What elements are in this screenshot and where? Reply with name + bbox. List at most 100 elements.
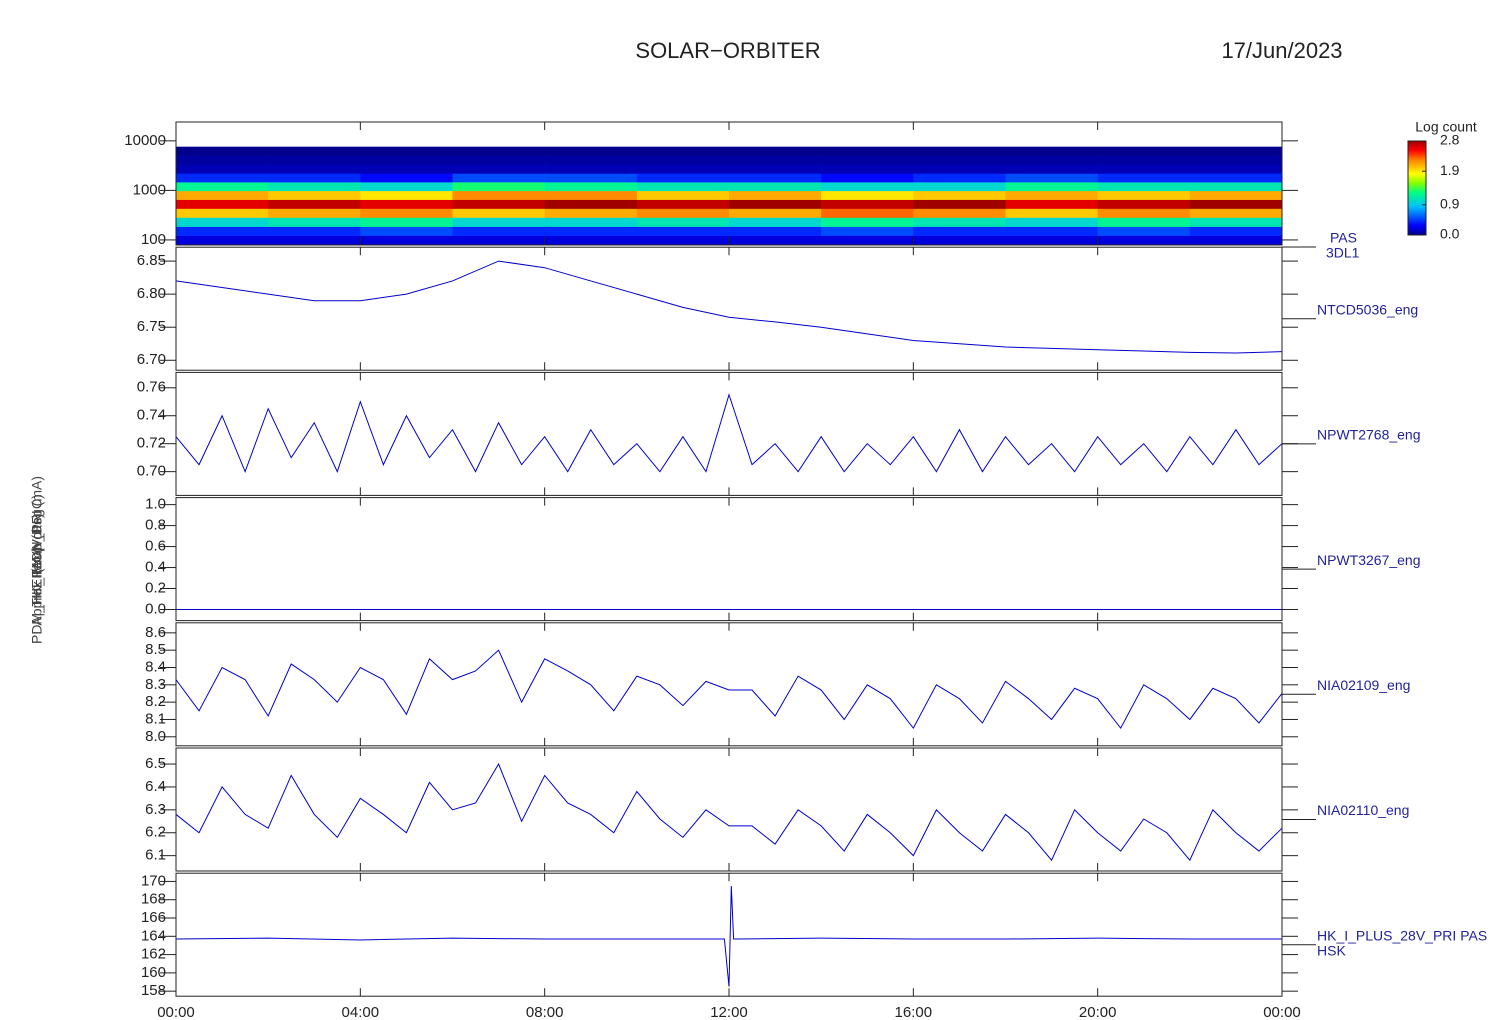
heat-cell xyxy=(268,217,361,227)
plot-frame xyxy=(175,622,1283,747)
series-label: NIA02110_eng xyxy=(1317,802,1409,818)
heat-cell xyxy=(913,199,1006,209)
heat-cell xyxy=(268,173,361,183)
heat-cell xyxy=(360,182,453,192)
heat-cell xyxy=(1189,226,1283,236)
heat-cell xyxy=(729,182,822,192)
heat-cell xyxy=(636,199,730,209)
heat-cell xyxy=(176,155,269,165)
heat-cell xyxy=(1189,199,1283,209)
series-line xyxy=(175,885,1282,987)
heat-cell xyxy=(544,235,638,245)
heat-cell xyxy=(452,217,545,227)
heat-cell xyxy=(729,155,822,165)
heat-cell xyxy=(176,182,269,192)
y-tick-label: 6.85 xyxy=(137,252,166,269)
heat-cell xyxy=(729,226,822,236)
y-tick-label: 0.76 xyxy=(137,379,166,396)
heat-cell xyxy=(452,226,545,236)
y-tick-label: 1.0 xyxy=(145,496,166,513)
heat-cell xyxy=(1005,182,1098,192)
heat-cell xyxy=(268,164,361,174)
heat-cell xyxy=(452,146,545,156)
heat-cell xyxy=(544,199,638,209)
y-tick-label: 6.3 xyxy=(145,801,166,818)
heat-cell xyxy=(729,208,822,218)
heat-cell xyxy=(360,146,453,156)
y-axis-title: THERM (Volts) xyxy=(29,513,45,606)
heat-cell xyxy=(544,164,638,174)
heat-cell xyxy=(1097,208,1191,218)
heat-cell xyxy=(452,199,545,209)
heat-cell xyxy=(452,208,545,218)
y-tick-label: 6.5 xyxy=(145,755,166,772)
heat-cell xyxy=(1005,146,1098,156)
heat-cell xyxy=(636,235,730,245)
heat-cell xyxy=(821,190,914,200)
heat-cell xyxy=(1005,235,1098,245)
heat-cell xyxy=(821,217,914,227)
heat-cell xyxy=(913,217,1006,227)
heat-cell xyxy=(1005,208,1098,218)
heat-cell xyxy=(913,190,1006,200)
heat-cell xyxy=(821,208,914,218)
heat-cell xyxy=(1005,199,1098,209)
heat-cell xyxy=(1005,155,1098,165)
heat-cell xyxy=(729,199,822,209)
heat-cell xyxy=(360,217,453,227)
heat-cell xyxy=(176,173,269,183)
heat-cell xyxy=(268,146,361,156)
series-line xyxy=(175,649,1283,730)
heat-cell xyxy=(360,155,453,165)
y-tick-label: 160 xyxy=(141,964,166,981)
heat-cell xyxy=(913,173,1006,183)
heat-cell xyxy=(636,226,730,236)
y-tick-label: 1000 xyxy=(133,181,166,198)
colorbar-tick-label: 2.8 xyxy=(1440,132,1460,148)
y-tick-label: 0.70 xyxy=(137,463,166,480)
y-tick-label: 100 xyxy=(141,231,166,248)
series-label: HSK xyxy=(1317,942,1346,958)
panel xyxy=(175,649,1283,730)
heat-cell xyxy=(729,173,822,183)
heat-cell xyxy=(452,190,545,200)
y-tick-label: 168 xyxy=(141,891,166,908)
heat-cell xyxy=(1097,182,1191,192)
y-axis-title: Approx Temp (DegC) xyxy=(29,494,45,625)
heat-cell xyxy=(1097,146,1191,156)
heat-cell xyxy=(176,217,269,227)
heat-cell xyxy=(360,173,453,183)
y-tick-label: 162 xyxy=(141,946,166,963)
panel xyxy=(176,146,1283,245)
heat-cell xyxy=(452,173,545,183)
y-tick-label: 8.5 xyxy=(145,641,166,658)
heat-cell xyxy=(176,235,269,245)
heat-cell xyxy=(544,208,638,218)
heat-cell xyxy=(452,182,545,192)
y-tick-label: 166 xyxy=(141,909,166,926)
heat-cell xyxy=(636,182,730,192)
colorbar-title: Log count xyxy=(1415,119,1477,135)
heat-cell xyxy=(913,182,1006,192)
series-label: NPWT3267_eng xyxy=(1317,552,1421,568)
heat-cell xyxy=(360,199,453,209)
heat-cell xyxy=(544,226,638,236)
series-label: NTCD5036_eng xyxy=(1317,301,1418,317)
y-tick-label: 8.1 xyxy=(145,710,166,727)
y-tick-label: 6.2 xyxy=(145,824,166,841)
series-line xyxy=(175,260,1283,354)
x-tick-label: 00:00 xyxy=(1263,1004,1301,1020)
heat-cell xyxy=(1097,199,1191,209)
heat-cell xyxy=(360,190,453,200)
heat-cell xyxy=(268,155,361,165)
y-tick-label: 8.6 xyxy=(145,624,166,641)
heat-cell xyxy=(821,199,914,209)
x-tick-label: 00:00 xyxy=(157,1004,195,1020)
heat-cell xyxy=(360,226,453,236)
heat-cell xyxy=(1189,235,1283,245)
heat-cell xyxy=(268,190,361,200)
heat-cell xyxy=(729,235,822,245)
heat-cell xyxy=(176,190,269,200)
heat-cell xyxy=(452,155,545,165)
heat-cell xyxy=(544,173,638,183)
